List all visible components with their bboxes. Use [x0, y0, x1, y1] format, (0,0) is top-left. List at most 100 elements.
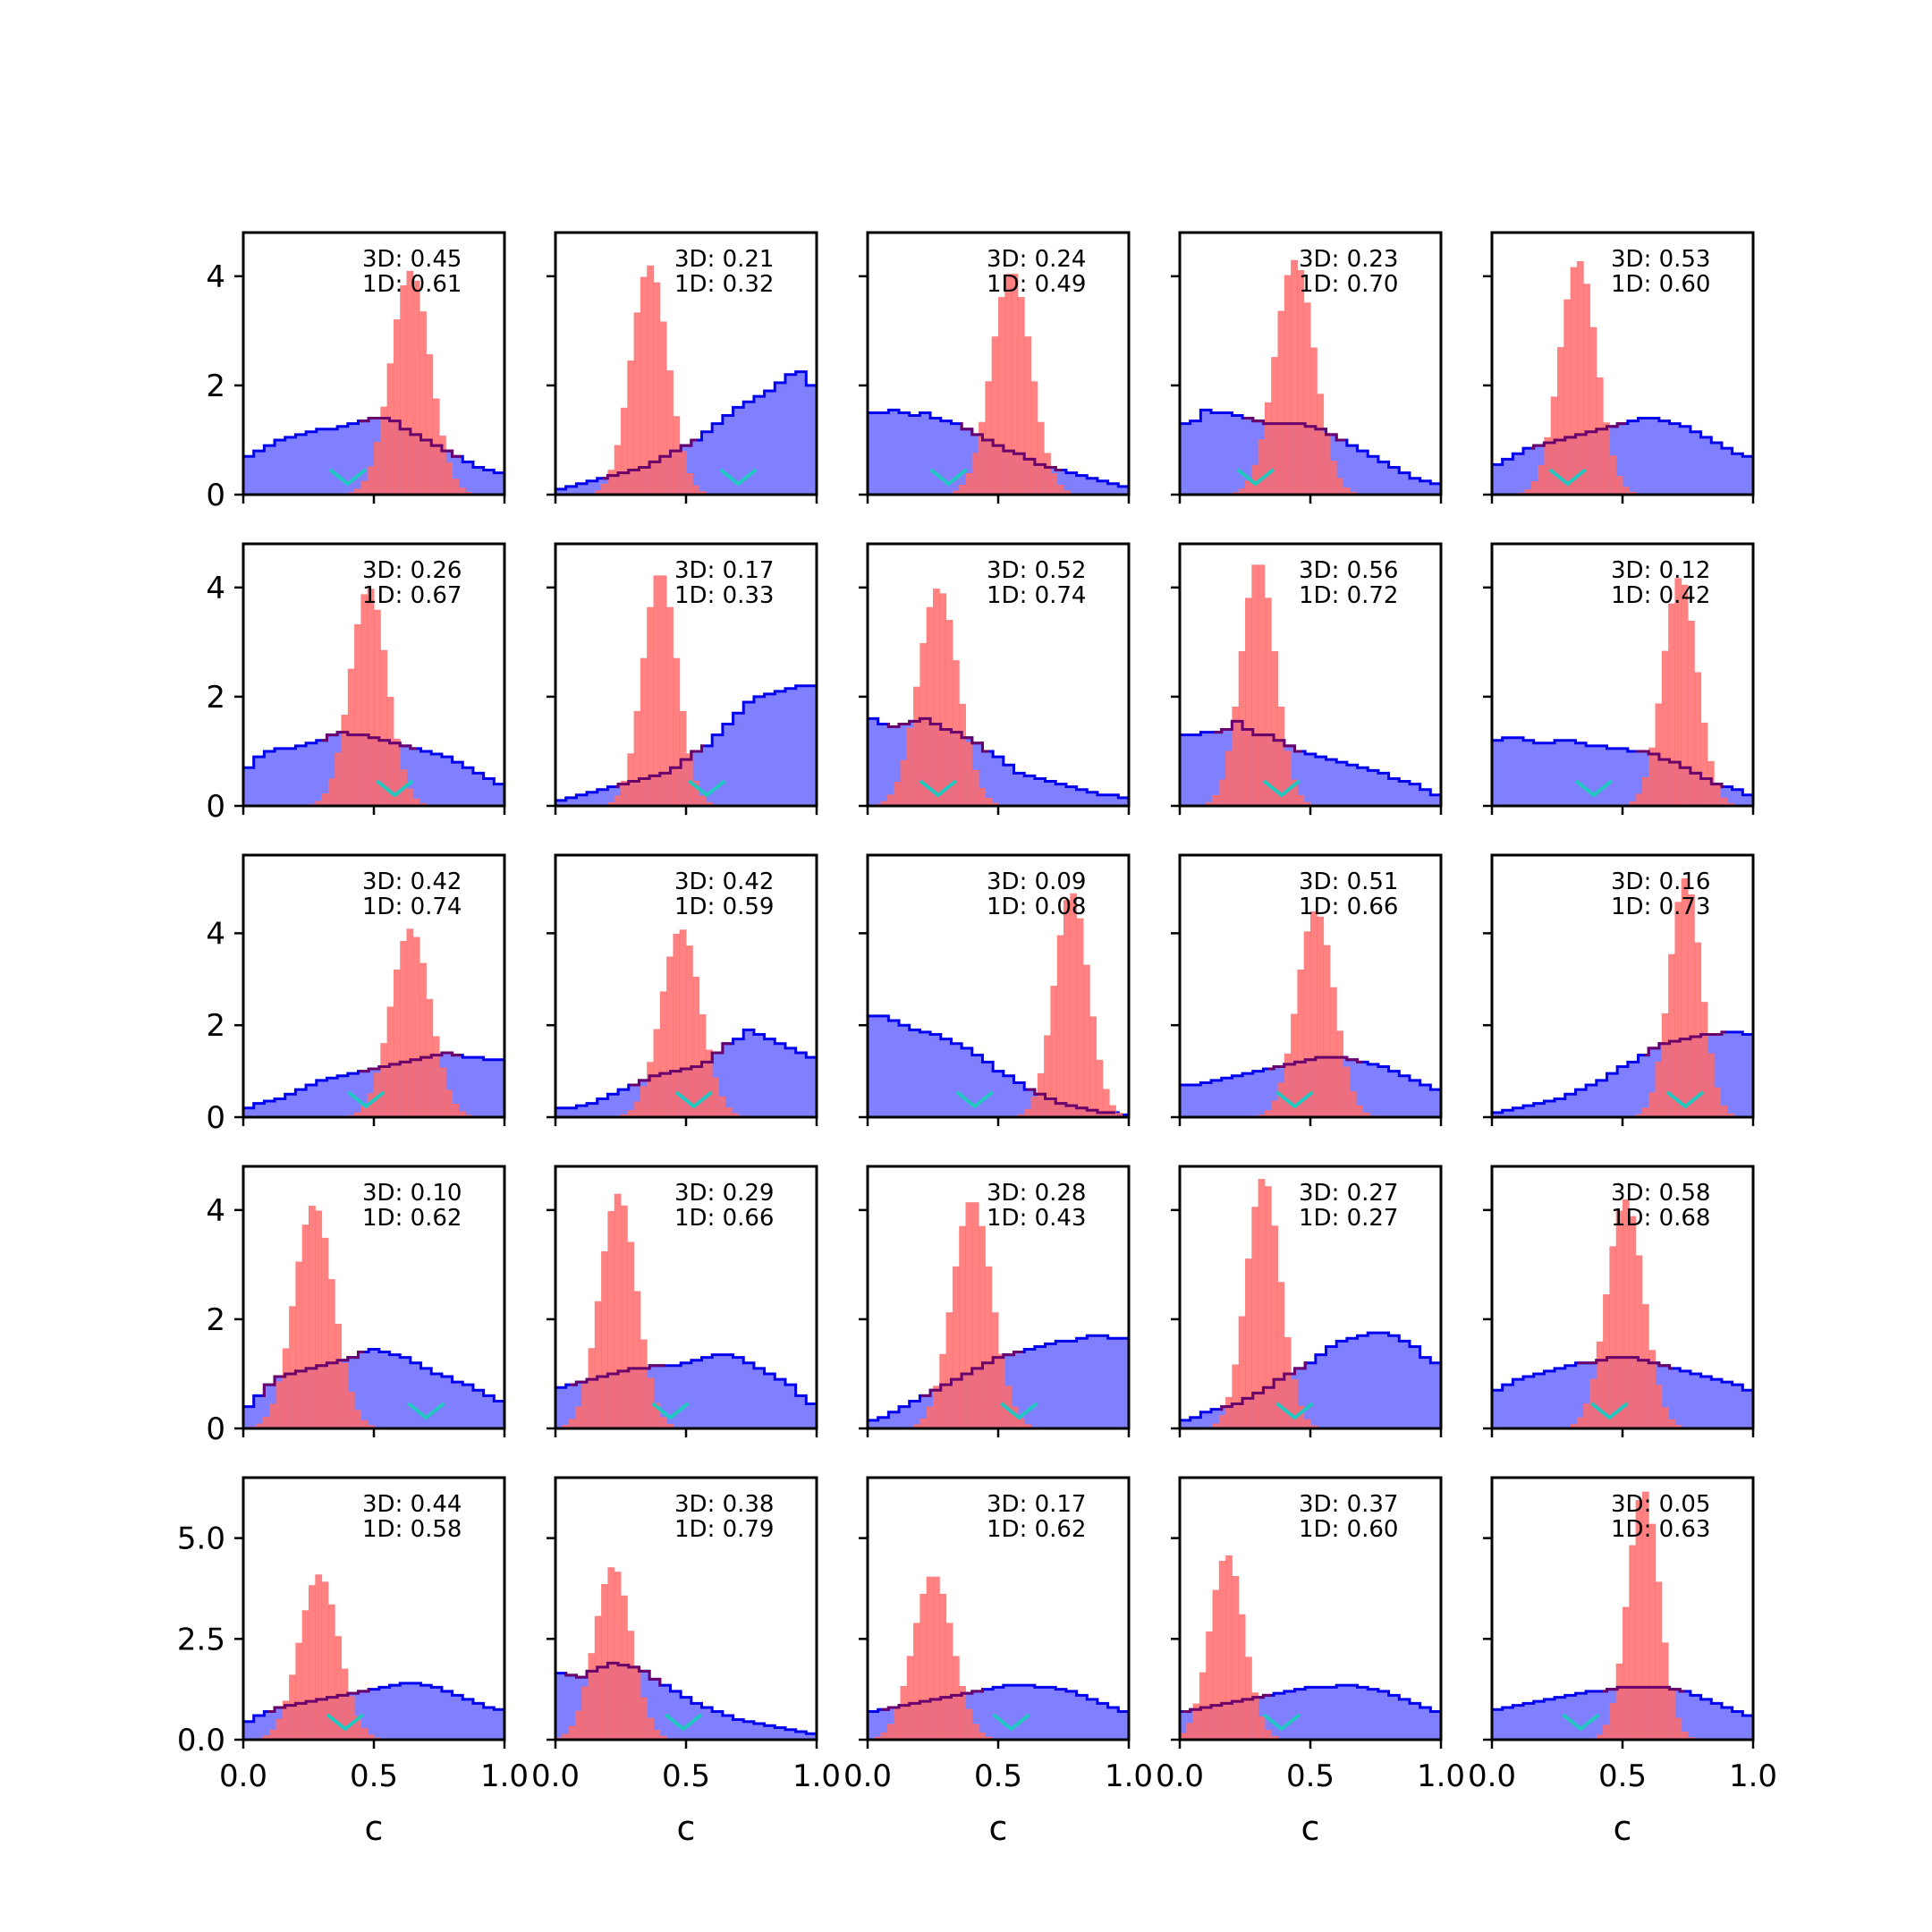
red-histogram-bar	[933, 1385, 940, 1428]
red-histogram-bar	[1004, 274, 1013, 495]
red-histogram-bar	[1225, 1555, 1233, 1740]
y-tick-label: 0.0	[177, 1723, 225, 1758]
marker-chevron	[1262, 1713, 1301, 1732]
label-1d: 1D: 0.60	[1611, 271, 1710, 298]
y-tick-label: 2.5	[177, 1622, 225, 1657]
red-histogram-bar	[880, 801, 888, 806]
label-1d: 1D: 0.42	[1611, 582, 1710, 609]
red-histogram-bar	[991, 1312, 999, 1428]
label-1d: 1D: 0.08	[987, 894, 1086, 920]
red-histogram-bar	[1284, 1053, 1292, 1117]
red-histogram-bar	[439, 436, 446, 495]
label-1d: 1D: 0.63	[1611, 1516, 1710, 1543]
red-histogram-bar	[1336, 1030, 1343, 1117]
red-histogram-bar	[1180, 1733, 1187, 1740]
red-histogram-bar	[1238, 488, 1246, 495]
red-histogram-bar	[465, 491, 472, 495]
red-histogram-bar	[1603, 422, 1610, 495]
red-histogram-bar	[275, 1718, 284, 1740]
red-histogram-bar	[1362, 1112, 1370, 1117]
red-histogram-bar	[939, 1593, 947, 1740]
marker-chevron	[1275, 1090, 1314, 1109]
red-histogram-bar	[1291, 259, 1298, 495]
red-histogram-bar	[952, 1656, 960, 1740]
label-3d: 3D: 0.37	[1299, 1491, 1398, 1518]
red-histogram-bar	[1102, 1089, 1110, 1117]
red-histogram-bar	[374, 1072, 381, 1117]
red-histogram-bar	[1206, 1631, 1213, 1740]
red-histogram-bar	[647, 1377, 654, 1428]
red-histogram-bar	[1700, 722, 1708, 806]
red-histogram-bar	[1603, 1724, 1610, 1740]
red-histogram-bar	[1284, 1336, 1292, 1428]
red-histogram-bar	[581, 1384, 589, 1428]
red-histogram-bar	[1563, 299, 1572, 495]
red-histogram-bar	[275, 1381, 284, 1428]
red-histogram-bar	[1714, 1087, 1721, 1117]
red-histogram-bar	[1212, 1423, 1220, 1428]
red-histogram-bar	[380, 406, 388, 495]
red-histogram-bar	[653, 282, 661, 495]
red-histogram-bar	[607, 1567, 615, 1740]
red-histogram-bar	[1596, 1734, 1604, 1740]
x-tick-label: 1.0	[1105, 1758, 1153, 1794]
red-histogram-bar	[1212, 1589, 1220, 1740]
red-histogram-bar	[1530, 481, 1538, 495]
blue-histogram	[1180, 1331, 1441, 1428]
red-histogram-bar	[1629, 491, 1637, 495]
red-histogram-bar	[659, 321, 667, 495]
red-histogram-bar	[1524, 489, 1532, 495]
red-histogram-bar	[640, 276, 648, 495]
red-histogram-bar	[985, 1736, 993, 1740]
marker-chevron	[929, 468, 968, 487]
red-histogram-bar	[1109, 1105, 1116, 1117]
red-histogram-bar	[1629, 1216, 1637, 1428]
y-tick-label: 0	[206, 1100, 225, 1136]
overlap-outline	[1577, 1356, 1674, 1370]
red-histogram-bar	[1583, 1403, 1590, 1428]
red-histogram-bar	[985, 381, 993, 495]
y-tick-label: 2	[206, 680, 225, 716]
red-histogram-bar	[1596, 377, 1604, 495]
red-histogram-bar	[1245, 1258, 1252, 1428]
red-histogram-bar	[1291, 1379, 1298, 1428]
red-histogram-bar	[971, 453, 979, 495]
red-histogram-bar	[705, 1049, 713, 1117]
y-tick-label: 4	[206, 571, 225, 606]
red-histogram-bar	[1694, 942, 1702, 1117]
label-1d: 1D: 0.58	[362, 1516, 462, 1543]
label-1d: 1D: 0.27	[1299, 1205, 1398, 1232]
label-1d: 1D: 0.33	[674, 582, 774, 609]
overlap-outline	[267, 1688, 370, 1713]
red-histogram-bar	[979, 1732, 986, 1740]
red-histogram-bar	[301, 1610, 309, 1740]
red-histogram-bar	[1336, 478, 1343, 495]
red-histogram-bar	[673, 416, 681, 495]
red-histogram-bar	[1635, 1255, 1643, 1428]
red-histogram-bar	[627, 753, 635, 806]
red-histogram-bar	[1583, 284, 1590, 495]
red-histogram-bar	[458, 487, 466, 495]
label-3d: 3D: 0.27	[1299, 1180, 1398, 1207]
red-histogram-bar	[926, 1576, 934, 1740]
red-histogram-bar	[614, 795, 622, 806]
red-histogram-bar	[666, 956, 674, 1117]
red-histogram-bar	[913, 686, 920, 806]
label-1d: 1D: 0.49	[987, 271, 1086, 298]
red-histogram-bar	[412, 936, 420, 1117]
y-tick-label: 2	[206, 369, 225, 404]
red-histogram-bar	[445, 462, 453, 495]
red-histogram-bar	[1329, 987, 1337, 1117]
red-histogram-bar	[1206, 801, 1213, 806]
red-histogram-bar	[315, 1210, 323, 1428]
red-histogram-bar	[1661, 1013, 1669, 1117]
label-1d: 1D: 0.79	[674, 1516, 774, 1543]
